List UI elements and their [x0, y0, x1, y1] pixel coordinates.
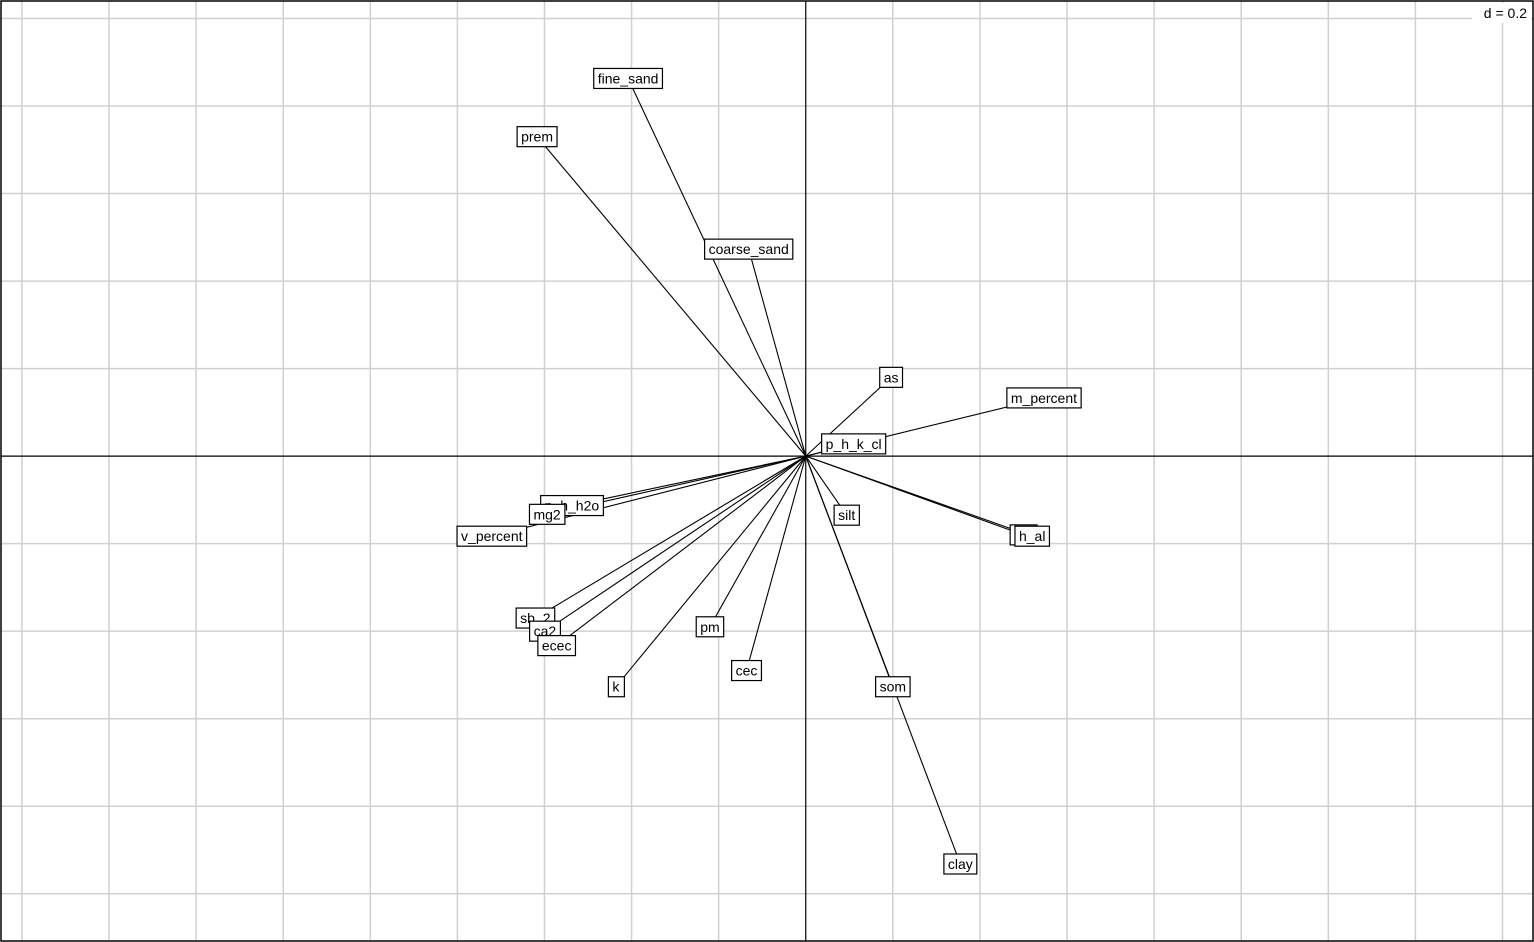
arrow-label-box [821, 433, 887, 455]
scale-label: d = 0.2 [1484, 5, 1527, 21]
arrow-label-clay: clay [943, 853, 978, 875]
arrow-label-text: m_percent [1011, 390, 1077, 406]
arrow-label-text: clay [948, 856, 973, 872]
arrow-label-text: h_al [1019, 528, 1045, 544]
arrow-label-silt: silt [833, 504, 860, 526]
arrow-pm [710, 455, 807, 627]
arrows [492, 78, 1044, 864]
arrow-label-fine-sand: fine_sand [593, 67, 664, 90]
arrow-label-box [607, 676, 625, 698]
arrow-label-box [943, 853, 978, 875]
arrow-label-som: som [875, 676, 911, 698]
arrow-label-text: cec [736, 663, 758, 679]
arrow-label-box [516, 126, 558, 148]
arrow-sb-2 [535, 455, 807, 618]
arrow-label-box [704, 238, 794, 260]
arrow-label-k: k [607, 676, 625, 698]
arrow-label-text: k [612, 679, 620, 695]
arrow-label-text: coarse_sand [709, 241, 789, 257]
arrow-label-m-percent: m_percent [1006, 387, 1082, 409]
arrow-label-text: p_h_k_cl [826, 436, 882, 452]
arrow-label-text: v_percent [461, 528, 523, 544]
arrow-label-box [731, 659, 763, 682]
arrow-label-prem: prem [516, 126, 558, 148]
arrow-label-box [593, 67, 664, 90]
arrow-label-box [879, 366, 904, 388]
arrow-k [616, 455, 807, 687]
arrow-label-text: silt [838, 507, 855, 523]
arrow-label-box [695, 616, 725, 638]
arrow-label-box [833, 504, 860, 526]
arrow-label-text: mg2 [533, 506, 560, 522]
arrow-label-text: fine_sand [598, 70, 659, 86]
arrow-fine-sand [628, 78, 807, 457]
arrow-clay [805, 455, 961, 864]
arrow-label-as: as [879, 366, 904, 388]
arrow-label-box [456, 525, 528, 547]
arrow-coarse-sand [749, 249, 807, 457]
arrow-label-text: som [880, 679, 906, 695]
arrow-cec [747, 455, 807, 670]
arrow-label-box [528, 503, 566, 525]
arrow-h-al [805, 455, 1032, 536]
arrow-label-text: pm [700, 619, 719, 635]
arrow-ecec [557, 455, 807, 645]
arrow-label-box [1006, 387, 1082, 409]
arrow-label-box [537, 635, 577, 657]
arrow-label-text: ecec [542, 638, 572, 654]
arrow-label-ecec: ecec [537, 635, 577, 657]
arrow-as [805, 377, 891, 457]
arrow-label-h-al: h_al [1014, 525, 1051, 547]
arrow-label-coarse-sand: coarse_sand [704, 238, 794, 260]
arrow-label-box [1014, 525, 1051, 547]
arrow-label-cec: cec [731, 659, 763, 682]
arrow-label-v-percent: v_percent [456, 525, 528, 547]
arrow-prem [537, 137, 807, 457]
arrow-label-text: prem [521, 129, 553, 145]
arrow-ca2 [545, 455, 807, 631]
scale-label-background [1472, 3, 1531, 23]
arrow-label-pm: pm [695, 616, 725, 638]
arrow-label-text: as [884, 369, 899, 385]
arrow-label-box [875, 676, 911, 698]
arrow-label-p-h-k-cl: p_h_k_cl [821, 433, 887, 455]
arrow-label-mg2: mg2 [528, 503, 566, 525]
